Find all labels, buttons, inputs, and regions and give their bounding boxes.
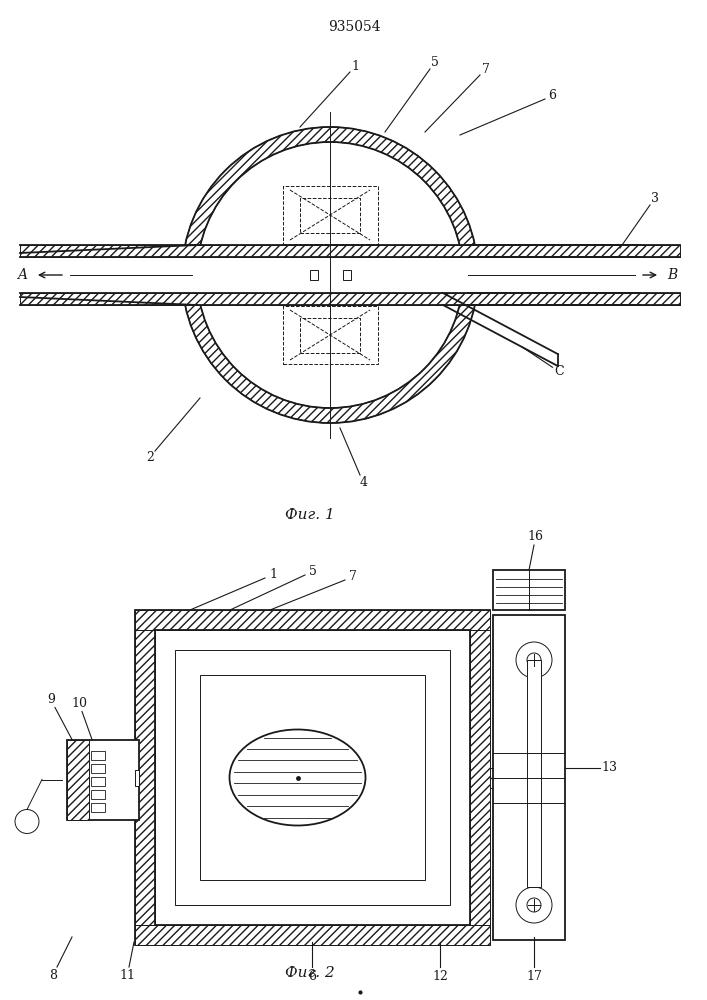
- Bar: [67, 740, 139, 820]
- Text: 10: 10: [71, 697, 87, 710]
- Text: 1: 1: [269, 568, 277, 581]
- Bar: [135, 610, 490, 945]
- Bar: [470, 630, 490, 925]
- Bar: [135, 610, 490, 630]
- Text: 11: 11: [119, 969, 135, 982]
- Bar: [20, 245, 680, 257]
- Bar: [91, 790, 105, 798]
- Text: B: B: [667, 268, 677, 282]
- Text: 8: 8: [49, 969, 57, 982]
- Text: 935054: 935054: [327, 20, 380, 34]
- Text: 5: 5: [309, 565, 317, 578]
- Text: A: A: [17, 268, 27, 282]
- Bar: [155, 630, 470, 925]
- Text: 3: 3: [650, 192, 659, 205]
- Bar: [135, 925, 490, 945]
- Bar: [135, 630, 155, 925]
- Bar: [91, 750, 105, 760]
- Text: 7: 7: [349, 570, 357, 583]
- Text: 13: 13: [601, 761, 617, 774]
- Bar: [67, 740, 89, 820]
- Text: Фиг. 2: Фиг. 2: [285, 966, 335, 980]
- Bar: [91, 802, 105, 812]
- Circle shape: [516, 642, 552, 678]
- Text: C: C: [554, 365, 564, 378]
- Bar: [91, 776, 105, 786]
- Text: 16: 16: [527, 530, 544, 543]
- Text: Фиг. 1: Фиг. 1: [285, 508, 335, 522]
- Bar: [20, 245, 680, 305]
- Ellipse shape: [230, 730, 366, 826]
- Bar: [343, 270, 351, 280]
- Bar: [200, 675, 425, 880]
- Text: 9: 9: [47, 693, 54, 706]
- Text: 17: 17: [526, 970, 542, 982]
- Text: 6: 6: [549, 89, 556, 102]
- Text: 2: 2: [146, 451, 153, 464]
- Bar: [135, 770, 139, 786]
- Bar: [527, 660, 541, 887]
- Text: 5: 5: [431, 56, 438, 69]
- Bar: [493, 615, 565, 940]
- Text: 7: 7: [481, 63, 489, 76]
- Bar: [310, 270, 318, 280]
- Text: 12: 12: [432, 970, 448, 982]
- Bar: [175, 650, 450, 905]
- Bar: [91, 764, 105, 772]
- Circle shape: [516, 887, 552, 923]
- Bar: [20, 293, 680, 305]
- Bar: [493, 570, 565, 610]
- Text: 4: 4: [359, 476, 367, 489]
- Text: 1: 1: [351, 60, 359, 73]
- Text: 6: 6: [308, 970, 316, 982]
